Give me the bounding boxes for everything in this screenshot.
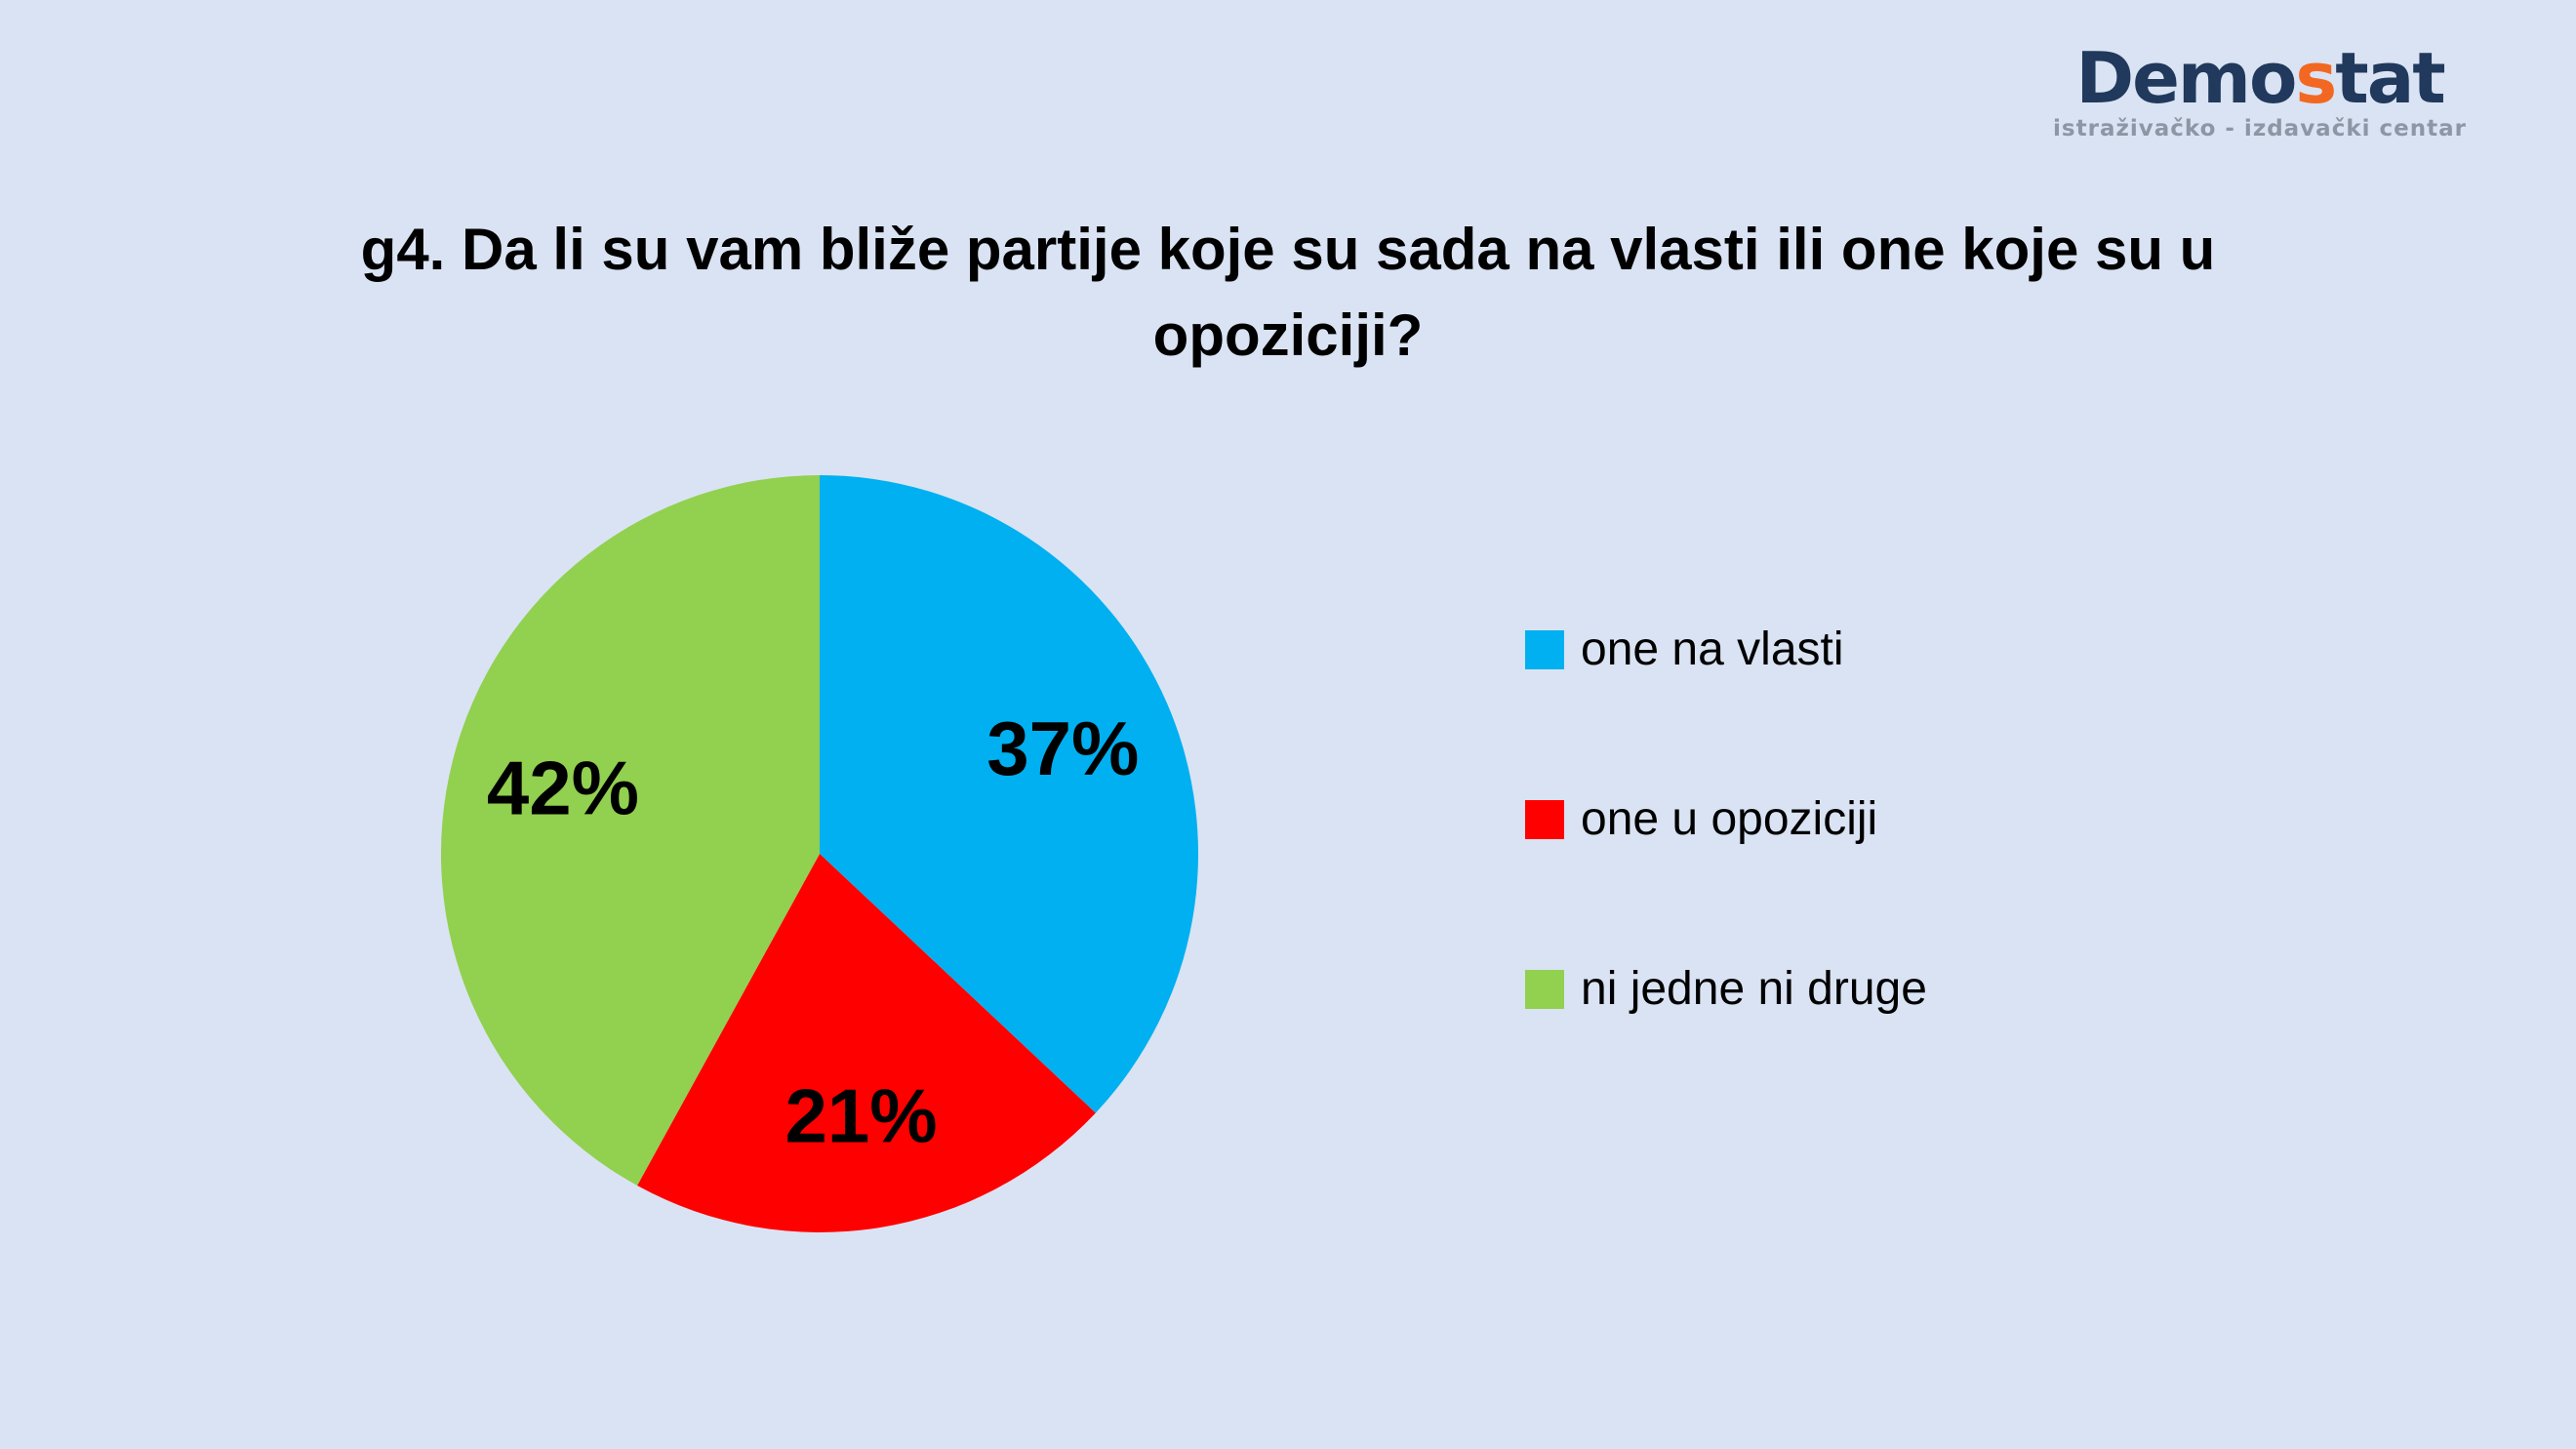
chart-title: g4. Da li su vam bliže partije koje su s… [361,207,2216,379]
pie-slice-1 [820,475,1198,1113]
logo-part-demo: Demo [2075,37,2297,119]
legend-item-ni-jedne-ni-druge: ni jedne ni druge [1525,962,1927,1017]
chart-title-line1: g4. Da li su vam bliže partije koje su s… [360,217,2216,283]
legend-label-one-na-vlasti: one na vlasti [1581,624,1844,675]
legend-item-one-na-vlasti: one na vlasti [1525,623,1927,677]
demostat-logo-wordmark: Demostat [2053,43,2467,113]
legend-swatch-green [1525,970,1564,1009]
pie-slice-3 [440,475,820,1187]
legend-swatch-blue [1525,630,1564,669]
legend-label-one-u-opoziciji: one u opoziciji [1581,793,1878,845]
demostat-logo: Demostat istraživačko - izdavački centar [2053,43,2467,141]
pie-slice-2 [637,854,1096,1233]
logo-part-tat: tat [2335,37,2445,119]
legend: one na vlasti one u opoziciji ni jedne n… [1525,623,1927,1017]
chart-title-line2: opoziciji? [1152,302,1424,369]
logo-part-s: s [2295,37,2337,119]
pie-chart: 37% 21% 42% [440,475,1198,1233]
logo-subtitle: istraživačko - izdavački centar [2053,116,2467,141]
pie-data-label-2: 21% [785,1072,937,1158]
legend-item-one-u-opoziciji: one u opoziciji [1525,792,1927,847]
legend-label-ni-jedne-ni-druge: ni jedne ni druge [1581,963,1927,1015]
legend-swatch-red [1525,800,1564,839]
pie-data-label-3: 42% [487,745,639,831]
pie-data-label-1: 37% [986,705,1139,791]
